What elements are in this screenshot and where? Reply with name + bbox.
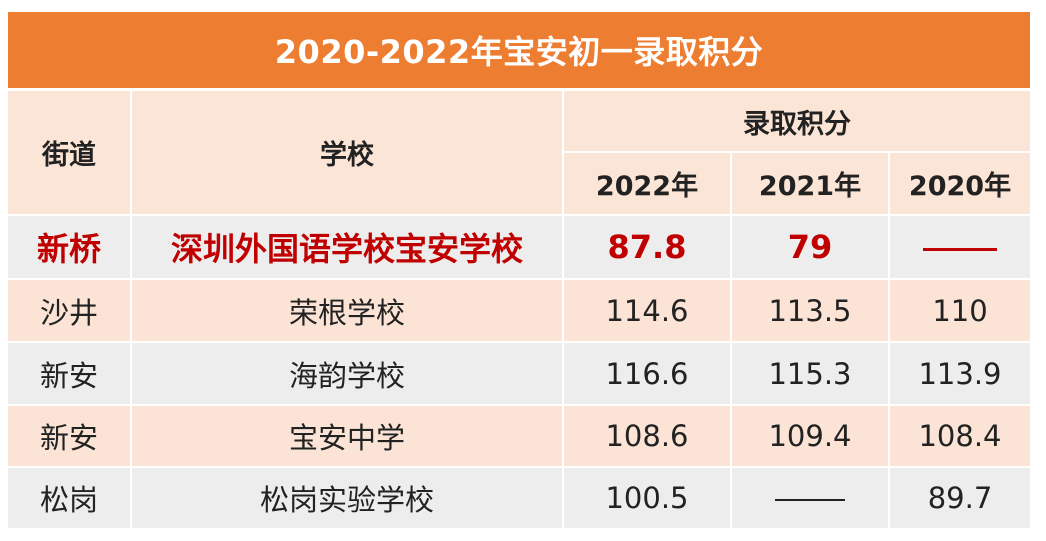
table-row: 新安 宝安中学 108.6 109.4 108.4 bbox=[8, 406, 1030, 468]
score-2021-cell bbox=[732, 468, 890, 530]
street-cell: 沙井 bbox=[8, 280, 132, 343]
street-cell: 松岗 bbox=[8, 468, 132, 530]
score-2022-cell: 87.8 bbox=[564, 216, 732, 280]
score-2020-cell: 113.9 bbox=[890, 343, 1030, 406]
header-year-2022: 2022年 bbox=[564, 153, 732, 216]
school-cell: 荣根学校 bbox=[132, 280, 564, 343]
score-2021-cell: 109.4 bbox=[732, 406, 890, 468]
school-cell: 海韵学校 bbox=[132, 343, 564, 406]
header-score-group: 录取积分 bbox=[564, 91, 1030, 153]
score-2021-cell: 115.3 bbox=[732, 343, 890, 406]
score-2022-cell: 114.6 bbox=[564, 280, 732, 343]
table-row: 松岗 松岗实验学校 100.5 89.7 bbox=[8, 468, 1030, 530]
score-2022-cell: 108.6 bbox=[564, 406, 732, 468]
header-year-2020: 2020年 bbox=[890, 153, 1030, 216]
score-2021-cell: 113.5 bbox=[732, 280, 890, 343]
score-2022-cell: 100.5 bbox=[564, 468, 732, 530]
score-2022-cell: 116.6 bbox=[564, 343, 732, 406]
score-2020-cell: 89.7 bbox=[890, 468, 1030, 530]
school-cell: 深圳外国语学校宝安学校 bbox=[132, 216, 564, 280]
score-2020-cell: 108.4 bbox=[890, 406, 1030, 468]
street-cell: 新桥 bbox=[8, 216, 132, 280]
school-cell: 宝安中学 bbox=[132, 406, 564, 468]
header-street: 街道 bbox=[8, 91, 132, 216]
header-year-2021: 2021年 bbox=[732, 153, 890, 216]
score-2020-cell: 110 bbox=[890, 280, 1030, 343]
street-cell: 新安 bbox=[8, 343, 132, 406]
score-table: 街道 学校 录取积分 2022年 2021年 2020年 新桥 深圳外国语学校宝… bbox=[8, 91, 1030, 530]
score-table-frame: 2020-2022年宝安初一录取积分 街道 学校 录取积分 2022年 2021… bbox=[8, 12, 1030, 530]
no-data-dash bbox=[923, 247, 997, 251]
score-2021-cell: 79 bbox=[732, 216, 890, 280]
table-title: 2020-2022年宝安初一录取积分 bbox=[8, 12, 1030, 88]
header-school: 学校 bbox=[132, 91, 564, 216]
table-row: 新安 海韵学校 116.6 115.3 113.9 bbox=[8, 343, 1030, 406]
no-data-dash bbox=[775, 499, 845, 501]
table-row: 沙井 荣根学校 114.6 113.5 110 bbox=[8, 280, 1030, 343]
school-cell: 松岗实验学校 bbox=[132, 468, 564, 530]
table-row: 新桥 深圳外国语学校宝安学校 87.8 79 bbox=[8, 216, 1030, 280]
street-cell: 新安 bbox=[8, 406, 132, 468]
score-2020-cell bbox=[890, 216, 1030, 280]
